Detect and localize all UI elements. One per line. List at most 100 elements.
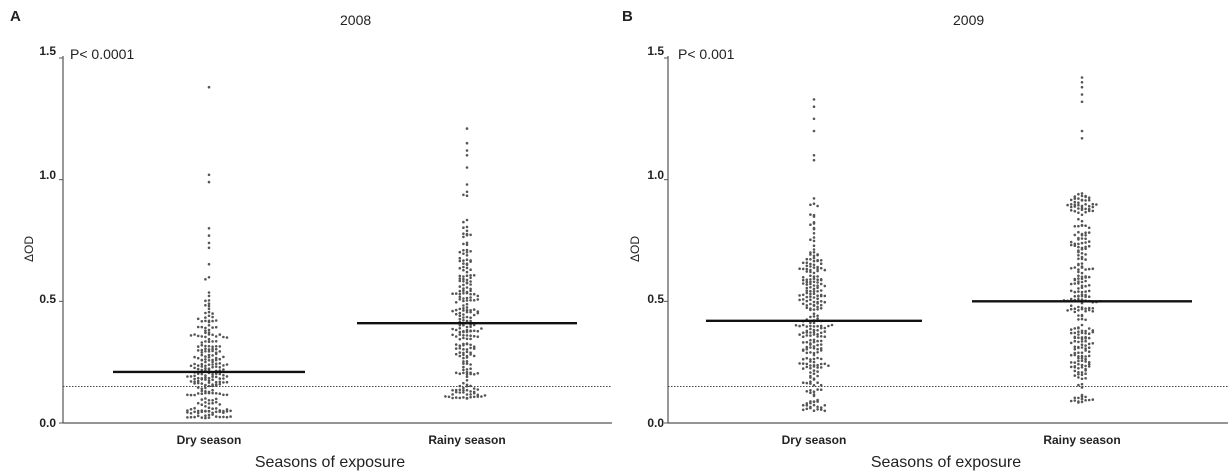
data-point: [204, 390, 207, 393]
data-point: [812, 117, 816, 121]
data-point: [809, 343, 812, 346]
panel-a: A 2008 P< 0.0001 ΔOD 0.0 0.5 1.0 1.5 Dry…: [10, 8, 612, 471]
data-point: [207, 379, 211, 383]
data-point: [462, 220, 465, 224]
data-point: [204, 355, 207, 358]
data-point: [812, 331, 816, 334]
x-axis-label: Seasons of exposure: [870, 454, 1022, 471]
data-point: [196, 367, 200, 371]
data-point: [469, 343, 472, 347]
data-point: [469, 367, 472, 371]
data-point: [469, 310, 472, 314]
panel-b: B 2009 P< 0.001 ΔOD 0.0 0.5 1.0 1.5 Dry …: [616, 0, 1232, 475]
data-point: [1084, 307, 1087, 310]
data-point: [805, 289, 809, 293]
data-point: [1080, 219, 1084, 223]
data-point: [1087, 244, 1091, 248]
data-point: [225, 408, 229, 411]
data-point: [196, 401, 200, 405]
data-point: [207, 363, 211, 367]
data-point: [809, 270, 812, 274]
data-point: [816, 370, 819, 373]
data-point: [200, 341, 204, 344]
data-point: [812, 351, 816, 355]
data-point: [1073, 225, 1077, 228]
data-point: [809, 203, 812, 207]
data-point: [809, 358, 812, 361]
data-point: [812, 202, 816, 205]
data-point: [1077, 376, 1080, 379]
data-point: [462, 280, 465, 283]
data-point: [816, 339, 819, 343]
data-point: [823, 326, 827, 330]
data-point: [476, 311, 480, 315]
data-point: [1084, 247, 1087, 251]
data-point: [211, 347, 214, 351]
data-point: [204, 278, 207, 281]
data-point: [805, 365, 809, 369]
data-point: [207, 381, 211, 384]
data-point: [200, 351, 204, 354]
data-point: [200, 398, 204, 401]
data-point: [812, 409, 816, 413]
data-point: [809, 406, 812, 410]
data-point: [207, 348, 211, 351]
data-point: [204, 340, 207, 343]
data-point: [465, 154, 469, 157]
data-point: [211, 399, 214, 402]
data-point: [1077, 367, 1080, 370]
data-point: [1087, 284, 1091, 287]
data-point: [1084, 399, 1087, 402]
data-point: [211, 375, 214, 379]
data-point: [469, 233, 472, 237]
data-point: [805, 261, 809, 265]
data-point: [451, 389, 454, 392]
data-point: [465, 243, 469, 247]
data-point: [462, 389, 465, 392]
data-point: [214, 335, 218, 338]
data-point: [816, 347, 819, 351]
data-point: [1077, 295, 1080, 298]
data-point: [805, 362, 809, 366]
data-point: [465, 258, 469, 262]
data-point: [472, 308, 476, 311]
data-point: [472, 274, 476, 277]
data-point: [200, 382, 204, 385]
data-point: [462, 386, 465, 390]
data-point: [207, 328, 211, 332]
data-point: [200, 389, 204, 393]
data-point: [1084, 210, 1087, 214]
data-point: [186, 416, 189, 419]
data-point: [1084, 203, 1087, 206]
data-point: [1077, 287, 1080, 290]
data-point: [1080, 294, 1084, 298]
data-point: [472, 395, 476, 399]
data-point: [1080, 262, 1084, 265]
data-point: [465, 296, 469, 300]
y-tick-label: 1.0: [647, 168, 664, 182]
data-point: [462, 319, 465, 322]
data-point: [1073, 209, 1077, 213]
data-point: [1087, 361, 1091, 364]
data-point: [1084, 245, 1087, 249]
data-point: [812, 251, 816, 254]
data-point: [1066, 203, 1069, 207]
data-point: [1069, 328, 1073, 331]
data-point: [819, 307, 823, 310]
data-point: [801, 367, 805, 370]
data-point: [454, 388, 458, 392]
data-point: [812, 357, 816, 361]
data-point: [207, 299, 211, 302]
data-point: [1073, 295, 1077, 298]
data-point: [200, 378, 204, 381]
data-point: [472, 347, 476, 350]
data-point: [462, 396, 465, 399]
data-point: [200, 343, 204, 347]
data-point: [458, 333, 462, 336]
data-point: [805, 390, 809, 393]
data-point: [1077, 217, 1080, 221]
data-point: [809, 253, 812, 256]
data-point: [196, 379, 200, 383]
data-point: [1091, 342, 1095, 345]
data-point: [204, 416, 207, 420]
